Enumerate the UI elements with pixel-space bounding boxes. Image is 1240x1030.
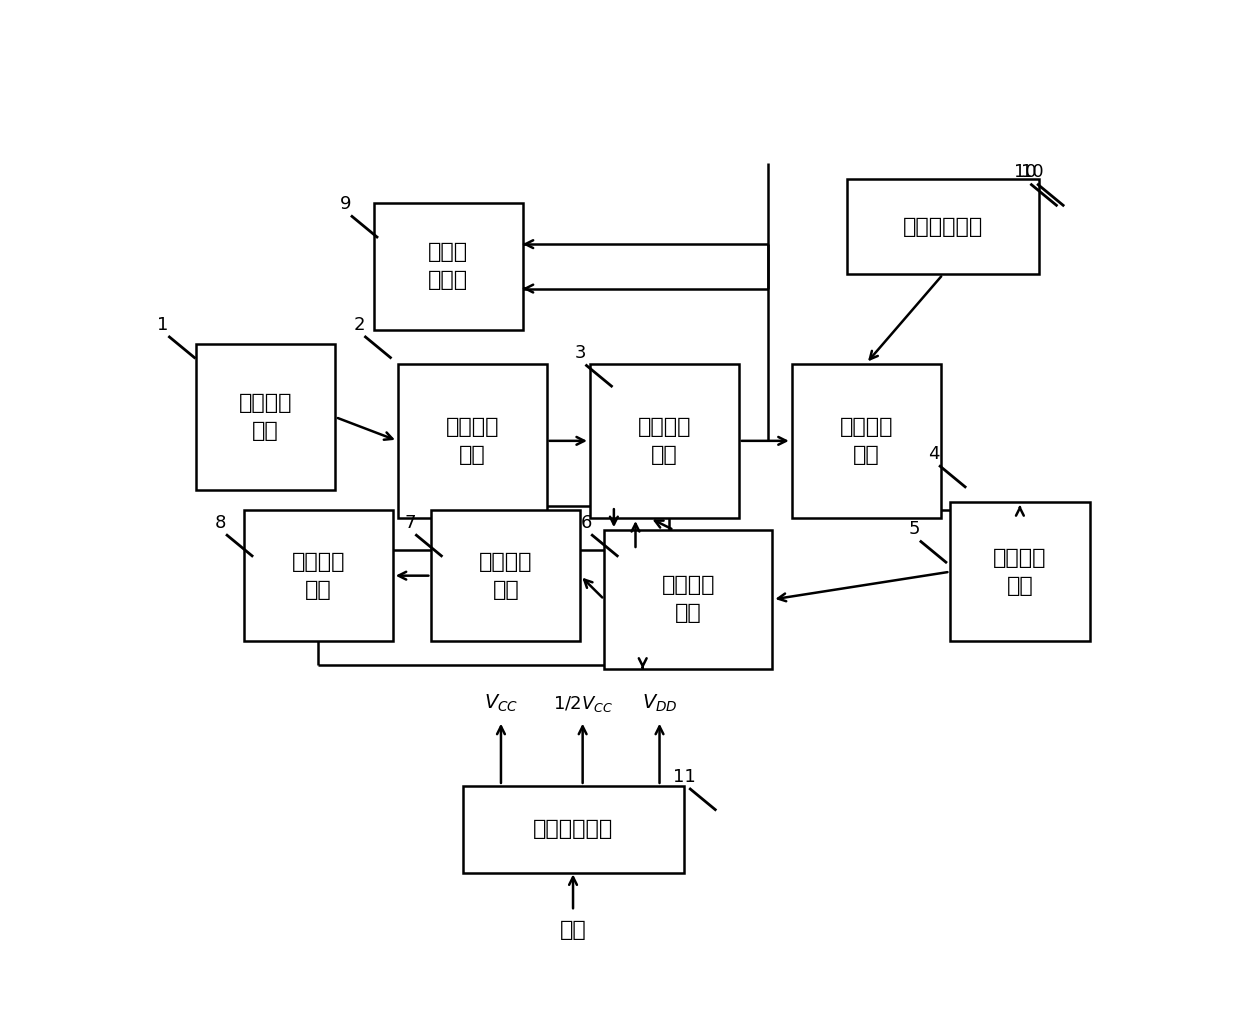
FancyBboxPatch shape	[791, 364, 941, 518]
FancyBboxPatch shape	[373, 203, 522, 330]
Text: 3: 3	[574, 344, 587, 363]
Text: 10: 10	[1014, 164, 1037, 181]
Text: 2: 2	[353, 315, 365, 334]
Text: 11: 11	[672, 767, 696, 786]
FancyBboxPatch shape	[950, 503, 1090, 641]
Text: 功率输出
模块: 功率输出 模块	[637, 417, 691, 465]
FancyBboxPatch shape	[590, 364, 739, 518]
FancyBboxPatch shape	[847, 179, 1039, 274]
Text: 10: 10	[1021, 164, 1043, 181]
Text: $V_{CC}$: $V_{CC}$	[484, 693, 518, 715]
Text: 限幅设置
模块: 限幅设置 模块	[445, 417, 498, 465]
Text: $V_{DD}$: $V_{DD}$	[641, 693, 677, 715]
Text: 9: 9	[340, 195, 351, 213]
Text: 电流设置
模块: 电流设置 模块	[239, 393, 293, 441]
Text: 电压跟踪
模块: 电压跟踪 模块	[662, 576, 715, 623]
Text: 延时补偿
模块: 延时补偿 模块	[993, 548, 1047, 595]
Text: 市电: 市电	[559, 920, 587, 940]
Text: 5: 5	[909, 520, 920, 539]
FancyBboxPatch shape	[244, 510, 393, 641]
Text: 1: 1	[157, 315, 169, 334]
FancyBboxPatch shape	[463, 786, 683, 873]
Text: $1/2V_{CC}$: $1/2V_{CC}$	[553, 694, 613, 715]
Text: 参考电压模块: 参考电压模块	[903, 216, 983, 237]
Text: 断电保护
模块: 断电保护 模块	[291, 552, 345, 599]
Text: 过流判断
模块: 过流判断 模块	[479, 552, 532, 599]
FancyBboxPatch shape	[432, 510, 580, 641]
Text: 电源管理模块: 电源管理模块	[533, 820, 613, 839]
Text: 4: 4	[929, 445, 940, 462]
FancyBboxPatch shape	[604, 530, 773, 668]
Text: 8: 8	[216, 514, 227, 531]
Text: 7: 7	[404, 514, 415, 531]
FancyBboxPatch shape	[196, 344, 335, 490]
Text: 6: 6	[580, 514, 591, 531]
Text: 负载判断
模块: 负载判断 模块	[839, 417, 893, 465]
Text: 显示驱
动模块: 显示驱 动模块	[428, 242, 469, 290]
FancyBboxPatch shape	[398, 364, 547, 518]
